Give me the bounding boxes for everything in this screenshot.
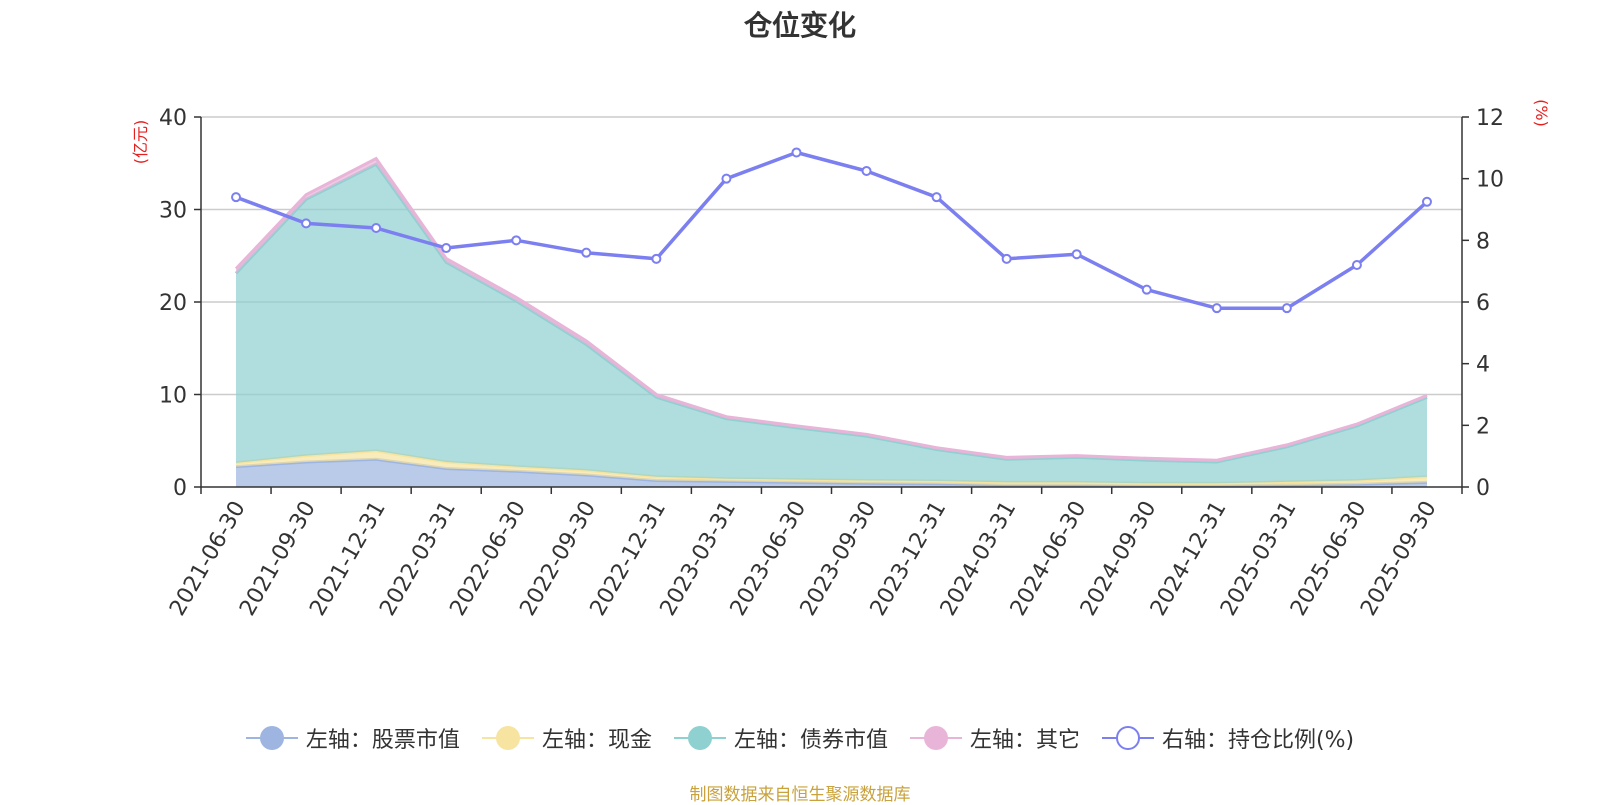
legend-item[interactable]: 左轴：债券市值: [673, 722, 888, 754]
legend-item[interactable]: 左轴：现金: [481, 722, 652, 754]
left-axis-tick-label: 0: [173, 476, 187, 501]
legend-swatch: [909, 723, 962, 753]
ratio-point: [861, 165, 872, 176]
ratio-point: [931, 192, 942, 203]
right-axis-tick-label: 0: [1476, 476, 1490, 501]
legend-swatch: [1101, 723, 1154, 753]
ratio-point: [721, 173, 732, 184]
right-axis-unit-label: (%): [1532, 99, 1551, 127]
left-axis-tick-label: 20: [159, 291, 187, 316]
legend-item[interactable]: 右轴：持仓比例(%): [1101, 722, 1355, 754]
series-area-edge: [234, 156, 1428, 462]
ratio-point: [511, 235, 522, 246]
ratio-point: [1211, 303, 1222, 314]
legend-label: 左轴：债券市值: [733, 728, 888, 753]
ratio-line-layer: [231, 147, 1432, 314]
ratio-point: [301, 218, 312, 229]
ratio-point: [1001, 253, 1012, 264]
ratio-point: [1141, 284, 1152, 295]
legend-swatch: [673, 723, 726, 753]
series-area: [236, 459, 1427, 487]
ratio-point: [1071, 249, 1082, 260]
legend-item[interactable]: 左轴：股票市值: [245, 722, 460, 754]
legend: 左轴：股票市值 左轴：现金 左轴：债券市值 左轴：其它 右轴：持仓比例(%): [0, 722, 1600, 754]
legend-label: 左轴：现金: [541, 728, 652, 753]
ratio-point: [791, 147, 802, 158]
legend-label: 右轴：持仓比例(%): [1161, 728, 1355, 753]
legend-label: 左轴：其它: [969, 728, 1080, 753]
left-axis-tick-label: 10: [159, 384, 187, 409]
series-area: [236, 164, 1427, 484]
left-axis-tick-label: 30: [159, 199, 187, 224]
x-axis-tick-label: 2025-09-30: [1356, 497, 1442, 620]
right-axis-tick-label: 8: [1476, 229, 1490, 254]
ratio-point: [441, 243, 452, 254]
right-axis-tick-label: 12: [1476, 106, 1504, 131]
legend-swatch: [245, 723, 298, 753]
right-axis-tick-label: 4: [1476, 353, 1490, 378]
ratio-point: [371, 223, 382, 233]
right-axis-tick-label: 2: [1476, 414, 1490, 439]
ratio-point: [651, 253, 662, 264]
stacked-areas: [234, 156, 1428, 488]
left-axis-tick-label: 40: [159, 106, 187, 131]
chart-title: 仓位变化: [743, 9, 856, 42]
ratio-point: [1351, 260, 1362, 270]
legend-label: 左轴：股票市值: [305, 728, 460, 753]
ratio-point: [1421, 196, 1432, 207]
ratio-line: [235, 150, 1429, 310]
ratio-point: [231, 192, 242, 203]
source-note: 制图数据来自恒生聚源数据库: [689, 785, 911, 805]
legend-marker: [923, 726, 948, 750]
legend-swatch: [481, 723, 534, 753]
legend-marker: [1115, 726, 1140, 750]
right-axis-tick-label: 6: [1476, 291, 1490, 316]
legend-marker: [687, 726, 712, 750]
left-axis-unit-label: (亿元): [131, 120, 150, 165]
legend-marker: [259, 726, 284, 750]
ratio-point: [581, 247, 592, 258]
ratio-point: [1281, 303, 1292, 314]
legend-item[interactable]: 左轴：其它: [909, 722, 1080, 754]
right-axis-tick-label: 10: [1476, 168, 1504, 193]
legend-marker: [495, 726, 520, 750]
